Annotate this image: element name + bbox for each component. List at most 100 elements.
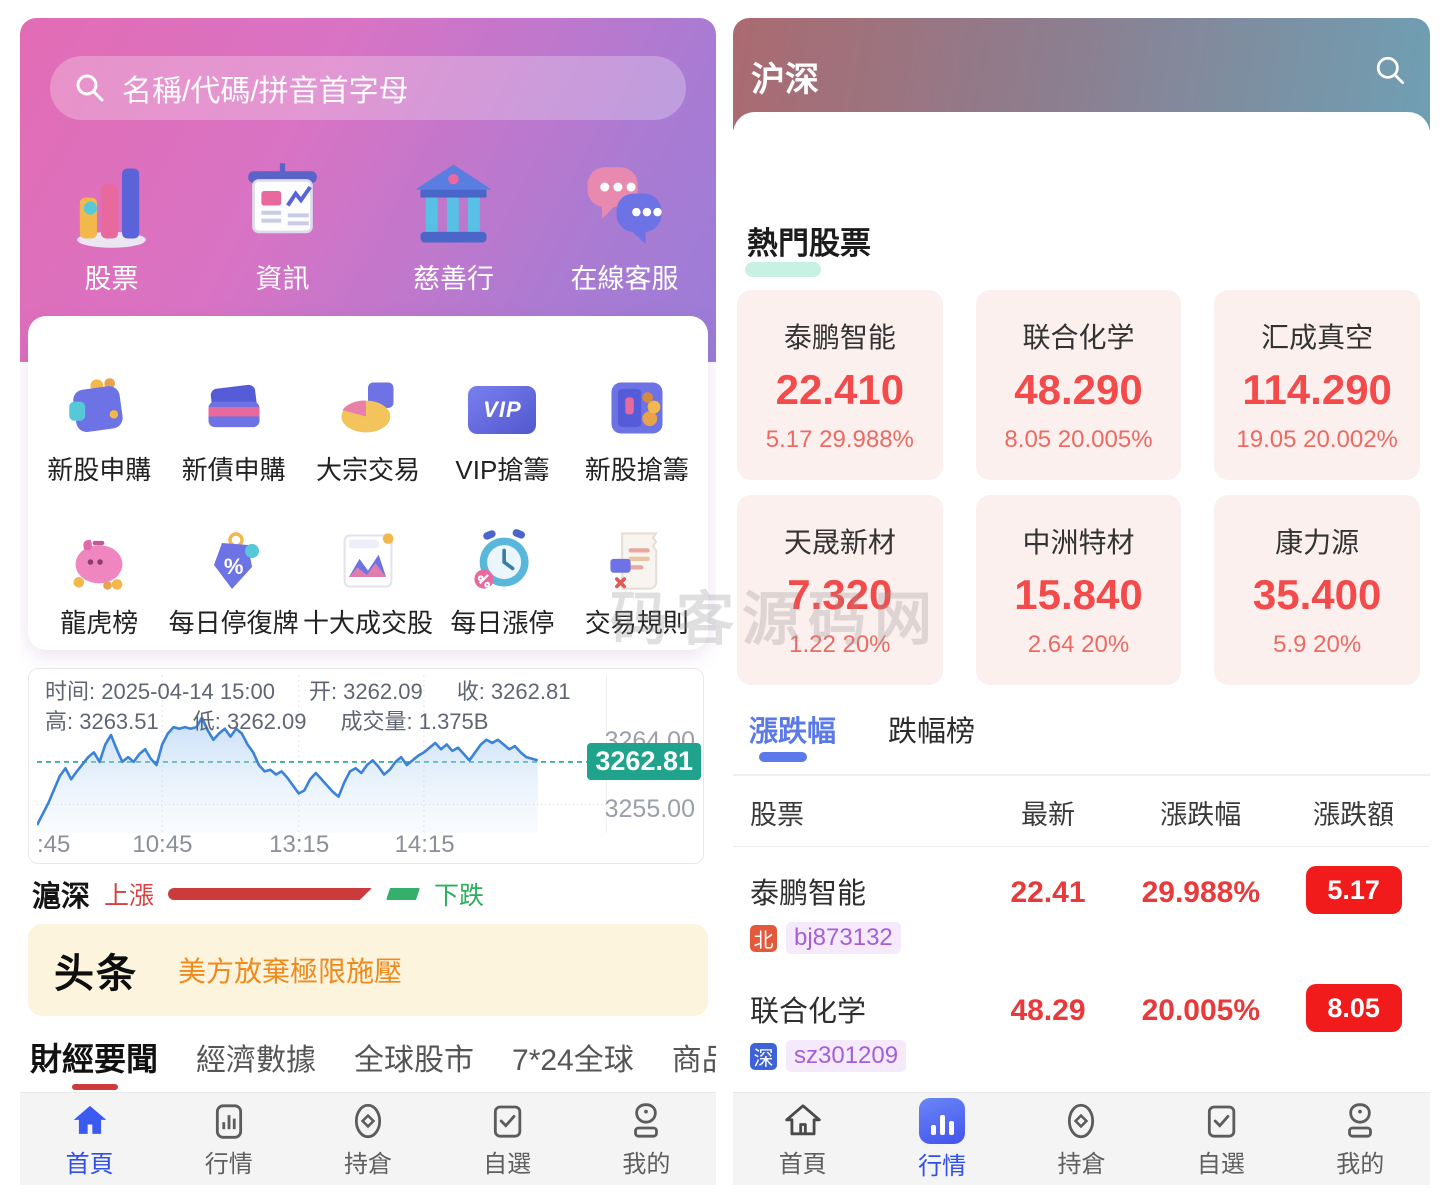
doc-chart-icon bbox=[343, 533, 394, 588]
tab-mine[interactable]: 我的 bbox=[1305, 1100, 1415, 1179]
receipt-icon bbox=[610, 532, 659, 590]
tab-label: 首頁 bbox=[65, 1150, 114, 1178]
tab-label: 行情 bbox=[918, 1152, 967, 1180]
tab-watchlist[interactable]: 自選 bbox=[452, 1100, 562, 1179]
news-tab-finance[interactable]: 財經要聞 bbox=[30, 1041, 159, 1077]
home-icon bbox=[73, 1105, 106, 1134]
news-tab-economy[interactable]: 經濟數據 bbox=[196, 1044, 317, 1077]
down-label: 下跌 bbox=[434, 882, 485, 910]
market-header-gradient: 沪深 bbox=[733, 18, 1430, 130]
quick-item-label: 每日停復牌 bbox=[168, 608, 299, 638]
x-tick: :45 bbox=[37, 831, 71, 858]
change-percent: 29.988% bbox=[1141, 876, 1261, 909]
hot-stock-card[interactable]: 汇成真空 114.290 19.05 20.002% bbox=[1214, 290, 1420, 480]
percent-glyph: % bbox=[223, 553, 244, 579]
rank-table-row[interactable]: 泰鹏智能 北 bj873132 22.41 29.988% 5.17 bbox=[733, 856, 1430, 976]
news-tab-commodities[interactable]: 商品資訊 bbox=[671, 1044, 716, 1077]
chart-overlay-stats: 时间: 2025-04-14 15:00 开: 3262.09 收: 3262.… bbox=[45, 677, 693, 737]
stock-price: 15.840 bbox=[1014, 571, 1143, 618]
quick-item-vip-grab[interactable]: VIP VIP搶籌 bbox=[435, 334, 569, 487]
shortcut-customer-service[interactable]: 在線客服 bbox=[545, 158, 705, 296]
divider bbox=[733, 846, 1430, 847]
tab-mine[interactable]: 我的 bbox=[591, 1100, 701, 1179]
change-amount-badge: 5.17 bbox=[1305, 866, 1402, 914]
quick-item-bond-subscribe[interactable]: 新債申購 bbox=[166, 334, 300, 487]
percent-tag-icon: % bbox=[202, 531, 266, 595]
quick-item-top-ten-volume[interactable]: 十大成交股 bbox=[301, 487, 435, 640]
shortcut-charity[interactable]: 慈善行 bbox=[374, 158, 534, 296]
home-shortcuts: 股票 資訊 bbox=[26, 158, 710, 296]
profile-icon bbox=[1348, 1102, 1373, 1138]
hot-stock-card[interactable]: 天晟新材 7.320 1.22 20% bbox=[737, 495, 943, 685]
rank-tab-losers[interactable]: 跌幅榜 bbox=[888, 716, 976, 748]
rank-table-header: 股票 最新 漲跌幅 漲跌額 bbox=[733, 784, 1430, 840]
positions-icon bbox=[1068, 1103, 1095, 1138]
quick-item-label: 十大成交股 bbox=[302, 608, 433, 638]
search-icon[interactable] bbox=[1374, 54, 1408, 88]
tab-watchlist[interactable]: 自選 bbox=[1166, 1100, 1276, 1179]
tab-label: 我的 bbox=[1336, 1150, 1385, 1178]
market-updown-ratio: 滬深 上漲 下跌 bbox=[32, 876, 485, 913]
quick-item-daily-limit-up[interactable]: 每日漲停 bbox=[435, 487, 569, 640]
hot-stock-card[interactable]: 泰鹏智能 22.410 5.17 29.988% bbox=[737, 290, 943, 480]
quick-item-block-trade[interactable]: 大宗交易 bbox=[301, 334, 435, 487]
tab-home[interactable]: 首頁 bbox=[748, 1100, 858, 1179]
quick-item-daily-halt-resume[interactable]: % 每日停復牌 bbox=[166, 487, 300, 640]
stock-change: 5.17 29.988% bbox=[765, 426, 914, 453]
up-label: 上漲 bbox=[104, 882, 155, 910]
section-title-highlight bbox=[745, 262, 821, 277]
close-price-badge: 3262.81 bbox=[587, 743, 701, 780]
tab-positions[interactable]: 持倉 bbox=[313, 1100, 423, 1179]
vip-card-icon: VIP bbox=[468, 386, 537, 434]
news-tab-global-markets[interactable]: 全球股市 bbox=[354, 1044, 475, 1077]
rank-tabs: 漲跌幅 跌幅榜 bbox=[749, 708, 975, 750]
tab-label: 持倉 bbox=[1057, 1150, 1106, 1178]
tab-home[interactable]: 首頁 bbox=[35, 1100, 145, 1179]
bottom-tab-bar: 首頁 行情 持倉 bbox=[20, 1092, 716, 1185]
market-title: 沪深 bbox=[751, 61, 819, 99]
bottom-tab-bar: 首頁 行情 持倉 自選 bbox=[733, 1092, 1430, 1185]
headline-banner[interactable]: 头条 美方放棄極限施壓 bbox=[28, 924, 708, 1016]
stock-price: 114.290 bbox=[1242, 366, 1392, 413]
market-icon bbox=[919, 1097, 966, 1144]
presentation-icon bbox=[248, 163, 317, 234]
tab-label: 自選 bbox=[483, 1150, 532, 1178]
stat-volume: 成交量: 1.375B bbox=[340, 709, 489, 734]
quick-item-new-stock-grab[interactable]: 新股搶籌 bbox=[570, 334, 704, 487]
tab-positions[interactable]: 持倉 bbox=[1026, 1100, 1136, 1179]
quick-item-trading-rules[interactable]: 交易規則 bbox=[570, 487, 704, 640]
quick-item-label: 新債申購 bbox=[181, 455, 286, 485]
stock-name-cell: 泰鹏智能 北 bj873132 bbox=[733, 856, 972, 954]
quick-item-ipo-subscribe[interactable]: 新股申購 bbox=[32, 334, 166, 487]
tab-market[interactable]: 行情 bbox=[174, 1100, 284, 1179]
exchange-badge: 深 bbox=[750, 1042, 777, 1070]
piggy-bank-icon bbox=[73, 539, 123, 590]
hot-stock-card[interactable]: 中洲特材 15.840 2.64 20% bbox=[975, 495, 1182, 685]
stock-name: 中洲特材 bbox=[1022, 527, 1135, 558]
tab-label: 我的 bbox=[622, 1150, 671, 1178]
rank-tab-gainers[interactable]: 漲跌幅 bbox=[749, 716, 837, 748]
hot-stock-card[interactable]: 康力源 35.400 5.9 20% bbox=[1214, 495, 1420, 685]
rank-table-row[interactable]: 联合化学 深 sz301209 48.29 20.005% 8.05 bbox=[733, 974, 1430, 1094]
index-chart-card[interactable]: 时间: 2025-04-14 15:00 开: 3262.09 收: 3262.… bbox=[28, 668, 704, 864]
change-amount-badge: 8.05 bbox=[1305, 984, 1402, 1032]
alarm-clock-icon bbox=[474, 529, 529, 589]
stock-name: 康力源 bbox=[1275, 527, 1360, 558]
shortcut-label: 資訊 bbox=[255, 264, 310, 294]
shortcut-news[interactable]: 資訊 bbox=[203, 158, 363, 296]
news-tab-724-global[interactable]: 7*24全球 bbox=[512, 1044, 634, 1077]
home-icon bbox=[784, 1103, 821, 1135]
tab-market[interactable]: 行情 bbox=[887, 1097, 997, 1181]
home-screen: 名稱/代碼/拼音首字母 股票 bbox=[20, 18, 716, 1185]
quick-item-dragon-tiger[interactable]: 龍虎榜 bbox=[32, 487, 166, 640]
bar-chart-icon bbox=[77, 168, 146, 248]
shortcut-stocks[interactable]: 股票 bbox=[32, 158, 192, 296]
latest-price: 22.41 bbox=[1010, 876, 1086, 909]
stock-price: 22.410 bbox=[775, 366, 905, 413]
search-input[interactable]: 名稱/代碼/拼音首字母 bbox=[50, 56, 686, 120]
hot-stock-card[interactable]: 联合化学 48.290 8.05 20.005% bbox=[975, 290, 1182, 480]
tab-label: 自選 bbox=[1196, 1150, 1245, 1178]
stock-code: bj873132 bbox=[786, 922, 901, 954]
positions-icon bbox=[354, 1103, 382, 1138]
stock-change: 1.22 20% bbox=[789, 631, 891, 658]
